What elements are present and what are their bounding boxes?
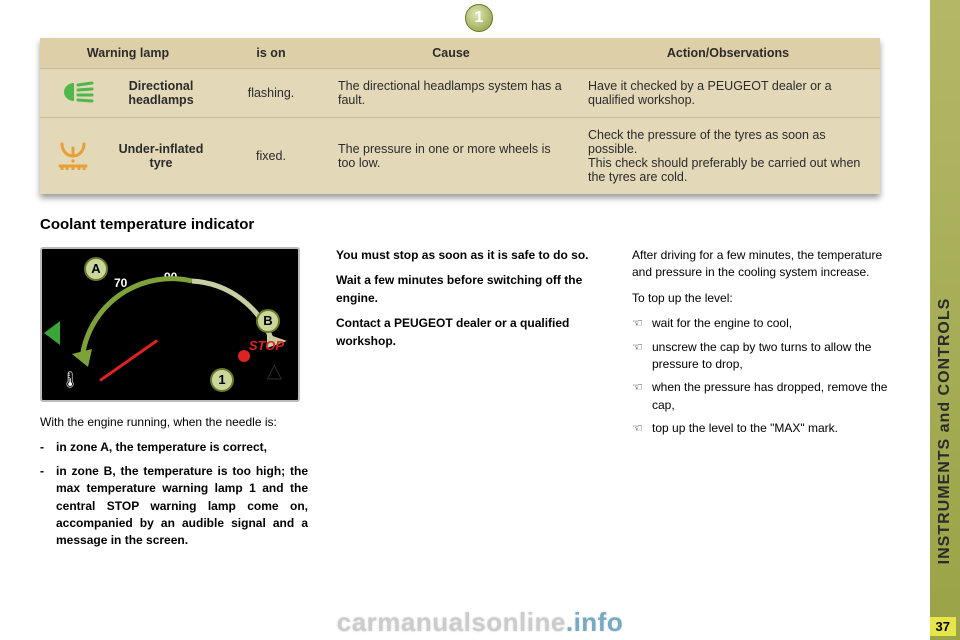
sidebar-title: INSTRUMENTS and CONTROLS xyxy=(936,298,954,565)
section-title: Coolant temperature indicator xyxy=(40,216,930,233)
right-p1: After driving for a few minutes, the tem… xyxy=(632,247,900,282)
mid-p1: You must stop as soon as it is safe to d… xyxy=(336,247,604,264)
mid-p2: Wait a few minutes before switching off … xyxy=(336,272,604,307)
left-column: 70 90 A B 1 STOP △ 🌡 With the engine run… xyxy=(40,247,308,556)
lamp-name: Directional headlamps xyxy=(106,69,216,118)
lamp-cause: The directional headlamps system has a f… xyxy=(326,69,576,118)
th-action: Action/Observations xyxy=(576,38,880,69)
th-lamp: Warning lamp xyxy=(40,38,216,69)
lamp-state: flashing. xyxy=(216,69,326,118)
right-column: After driving for a few minutes, the tem… xyxy=(632,247,900,556)
table-row: Directional headlamps flashing. The dire… xyxy=(40,69,880,118)
lamp-state: fixed. xyxy=(216,118,326,195)
watermark: carmanualsonline.info xyxy=(0,607,960,638)
th-state: is on xyxy=(216,38,326,69)
th-cause: Cause xyxy=(326,38,576,69)
right-bullet: top up the level to the "MAX" mark. xyxy=(632,420,900,437)
warning-lamp-table: Warning lamp is on Cause Action/Observat… xyxy=(40,38,880,194)
coolant-gauge-image: 70 90 A B 1 STOP △ 🌡 xyxy=(40,247,300,402)
right-bullet: wait for the engine to cool, xyxy=(632,315,900,332)
gauge-stop-text: STOP xyxy=(249,337,284,356)
left-bullet: in zone A, the temperature is correct, xyxy=(40,439,308,456)
mid-p3: Contact a PEUGEOT dealer or a qualified … xyxy=(336,315,604,350)
lamp-action: Have it checked by a PEUGEOT dealer or a… xyxy=(576,69,880,118)
tyre-pressure-icon xyxy=(56,140,90,173)
middle-column: You must stop as soon as it is safe to d… xyxy=(336,247,604,556)
lamp-action: Check the pressure of the tyres as soon … xyxy=(576,118,880,195)
gauge-label-b: B xyxy=(256,309,280,333)
headlamp-icon xyxy=(52,80,94,107)
right-bullet: when the pressure has dropped, remove th… xyxy=(632,379,900,414)
gauge-label-1: 1 xyxy=(210,368,234,392)
left-intro: With the engine running, when the needle… xyxy=(40,414,308,431)
right-p2: To top up the level: xyxy=(632,290,900,307)
sidebar-tab: INSTRUMENTS and CONTROLS 37 xyxy=(930,0,960,640)
lamp-name: Under-inflated tyre xyxy=(106,118,216,195)
lamp-cause: The pressure in one or more wheels is to… xyxy=(326,118,576,195)
chapter-badge: 1 xyxy=(465,4,493,32)
warning-triangle-icon: △ xyxy=(267,357,282,386)
right-bullet: unscrew the cap by two turns to allow th… xyxy=(632,339,900,374)
thermometer-icon: 🌡 xyxy=(60,369,80,392)
left-bullet: in zone B, the temperature is too high; … xyxy=(40,463,308,550)
gauge-label-a: A xyxy=(84,257,108,281)
table-row: Under-inflated tyre fixed. The pressure … xyxy=(40,118,880,195)
